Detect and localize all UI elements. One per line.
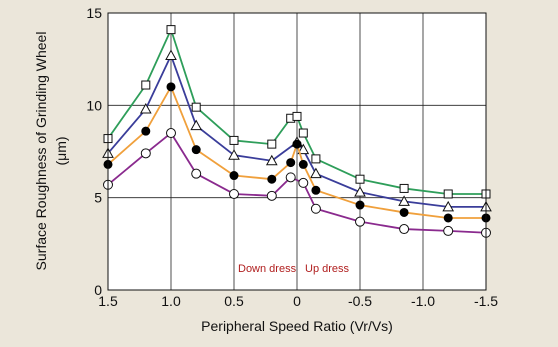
x-axis-title: Peripheral Speed Ratio (Vr/Vs) xyxy=(201,318,393,334)
data-point-square xyxy=(443,189,453,199)
data-point-triangle xyxy=(228,149,240,160)
data-point-filled-circle xyxy=(141,126,151,136)
data-point-square xyxy=(292,111,302,121)
data-point-square xyxy=(311,154,321,164)
data-point-filled-circle xyxy=(355,200,365,210)
x-tick-label: 0.5 xyxy=(224,293,244,309)
data-point-filled-circle xyxy=(298,159,308,169)
data-point-triangle xyxy=(165,49,177,60)
data-point-filled-circle xyxy=(311,185,321,195)
x-tick-label: -1.0 xyxy=(411,293,435,309)
data-point-square xyxy=(166,25,176,35)
data-point-square xyxy=(399,183,409,193)
data-point-open-circle xyxy=(266,190,277,201)
data-point-square xyxy=(298,128,308,138)
data-point-filled-circle xyxy=(443,213,453,223)
x-tick-label: 1.0 xyxy=(161,293,181,309)
data-point-square xyxy=(229,135,239,145)
data-point-triangle xyxy=(398,195,410,206)
data-point-square xyxy=(141,80,151,90)
data-point-square xyxy=(267,139,277,149)
y-tick-label: 0 xyxy=(94,282,102,298)
y-axis-title: Surface Roughness of Grinding Wheel xyxy=(33,32,49,271)
data-point-filled-circle xyxy=(191,145,201,155)
data-point-triangle xyxy=(190,119,203,131)
annotation-down-dress: Down dress xyxy=(238,263,297,275)
series-2 xyxy=(103,82,491,223)
plot-frame xyxy=(107,12,487,291)
data-point-filled-circle xyxy=(267,174,277,184)
data-point-open-circle xyxy=(140,148,151,159)
data-point-filled-circle xyxy=(286,158,296,168)
data-point-open-circle xyxy=(191,168,202,179)
annotation-up-dress: Up dress xyxy=(305,263,350,275)
data-point-open-circle xyxy=(443,225,454,236)
data-point-open-circle xyxy=(166,128,176,139)
series-line xyxy=(107,85,486,219)
x-tick-label: 0 xyxy=(293,293,301,309)
data-point-filled-circle xyxy=(229,171,239,181)
y-tick-label: 5 xyxy=(94,190,102,206)
data-point-triangle xyxy=(442,200,455,212)
x-tick-label: -0.5 xyxy=(348,293,372,309)
tick-labels: 1.5 1.0 0.5 0 -0.5 -1.0 -1.5 0 5 10 15 xyxy=(86,5,498,309)
x-tick-label: 1.5 xyxy=(98,293,118,309)
data-point-triangle xyxy=(354,186,366,197)
data-point-open-circle xyxy=(310,203,321,214)
data-point-triangle xyxy=(265,154,278,166)
data-point-triangle xyxy=(297,143,310,155)
data-point-triangle xyxy=(139,102,152,114)
data-point-open-circle xyxy=(285,172,296,183)
series-3 xyxy=(103,128,491,238)
data-point-filled-circle xyxy=(399,207,409,217)
data-point-open-circle xyxy=(229,188,239,199)
data-point-square xyxy=(355,174,365,184)
data-point-square xyxy=(191,102,201,112)
x-tick-label: -1.5 xyxy=(474,293,498,309)
y-axis-unit: (μm) xyxy=(53,136,69,165)
data-point-triangle xyxy=(310,167,322,179)
data-point-open-circle xyxy=(298,177,309,188)
y-tick-label: 15 xyxy=(86,5,102,21)
y-tick-label: 10 xyxy=(86,97,102,113)
data-point-filled-circle xyxy=(166,82,176,92)
data-point-open-circle xyxy=(355,216,365,227)
data-point-open-circle xyxy=(399,224,410,235)
data-point-filled-circle xyxy=(292,139,302,149)
